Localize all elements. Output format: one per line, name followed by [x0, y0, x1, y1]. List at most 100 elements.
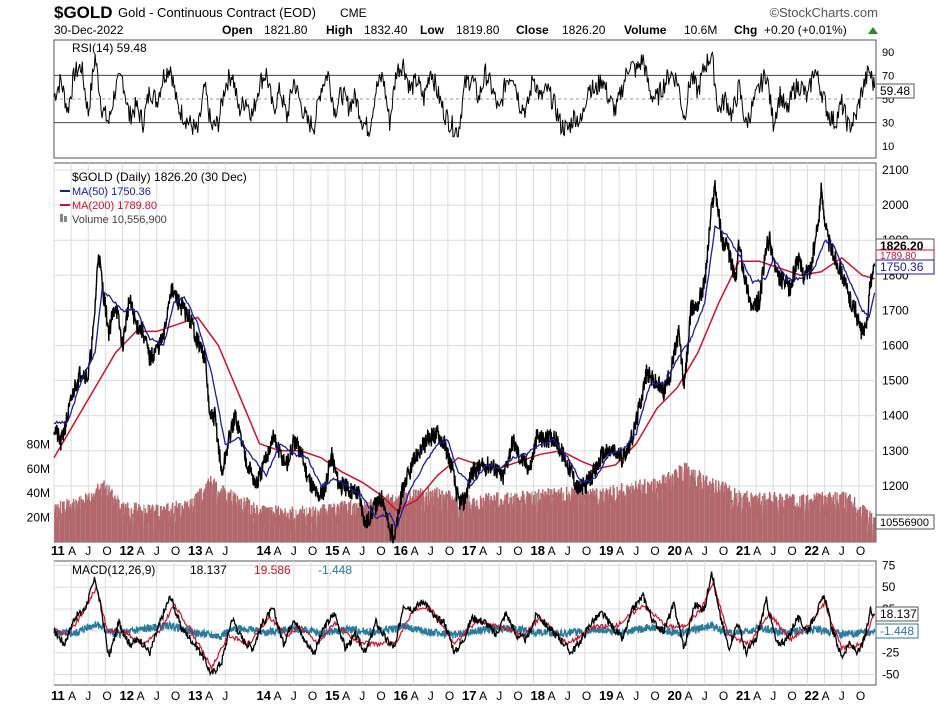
price-x-tick-label: J — [291, 544, 297, 558]
chart-symbol: $GOLD — [54, 3, 113, 22]
chg-label: Chg — [734, 23, 757, 37]
volume-bar — [336, 503, 339, 542]
macd-x-tick-label: O — [650, 689, 659, 703]
up-arrow-icon — [868, 27, 878, 34]
macd-tick-label: 75 — [882, 558, 896, 572]
price-x-tick-label: J — [222, 544, 228, 558]
price-tick-label: 1200 — [882, 479, 909, 493]
rsi-tick-label: 10 — [882, 141, 894, 153]
price-x-tick-label: O — [445, 544, 454, 558]
price-x-tick-label: O — [582, 544, 591, 558]
macd-x-tick-label: J — [633, 689, 639, 703]
price-x-tick-label: A — [616, 544, 624, 558]
price-tick-label: 2000 — [882, 198, 909, 212]
volume-tick-label: 20M — [27, 511, 50, 525]
macd-x-tick-label: J — [565, 689, 571, 703]
macd-x-tick-label: J — [702, 689, 708, 703]
volume-bar — [870, 512, 873, 542]
chg-value: +0.20 (+0.01%) — [764, 23, 847, 37]
macd-value-legend: 18.137 — [190, 563, 227, 577]
price-x-tick-label: 19 — [599, 543, 613, 558]
macd-x-tick-label: 16 — [394, 688, 408, 703]
macd-x-tick-label: 11 — [51, 688, 65, 703]
macd-histogram-line — [53, 620, 876, 641]
price-x-tick-label: A — [274, 544, 282, 558]
macd-x-tick-label: 18 — [531, 688, 545, 703]
ma200-legend: MA(200) 1789.80 — [72, 200, 157, 212]
price-x-tick-label: 17 — [462, 543, 476, 558]
macd-signal-line — [53, 581, 876, 672]
price-x-tick-label: O — [787, 544, 796, 558]
macd-x-tick-label: 22 — [805, 688, 819, 703]
volume-legend: Volume 10,556,900 — [72, 214, 167, 226]
macd-tick-label: -50 — [882, 668, 900, 682]
macd-legend: MACD(12,26,9) — [72, 563, 155, 577]
macd-x-tick-label: O — [171, 689, 180, 703]
price-x-tick-label: J — [428, 544, 434, 558]
macd-x-tick-label: O — [856, 689, 865, 703]
price-line — [53, 180, 876, 544]
stockcharts-brand: ©StockCharts.com — [769, 5, 878, 20]
macd-line — [53, 571, 876, 677]
price-x-tick-label: O — [856, 544, 865, 558]
price-x-tick-label: 21 — [736, 543, 750, 558]
price-x-tick-label: J — [770, 544, 776, 558]
volume-tick-label: 80M — [27, 437, 50, 451]
macd-x-tick-label: J — [359, 689, 365, 703]
volume-tag: 10556900 — [880, 517, 929, 529]
rsi-tick-label: 90 — [882, 47, 894, 59]
macd-x-tick-label: J — [428, 689, 434, 703]
price-x-tick-label: J — [633, 544, 639, 558]
price-x-tick-label: J — [85, 544, 91, 558]
rsi-legend: RSI(14) 59.48 — [72, 41, 147, 55]
volume-bar — [156, 510, 158, 542]
price-x-tick-label: J — [702, 544, 708, 558]
macd-x-tick-label: A — [685, 689, 693, 703]
price-x-tick-label: O — [513, 544, 522, 558]
price-x-tick-label: J — [839, 544, 845, 558]
price-x-axis: 11 A J O 12 A J O 13 A J 14 A J O 15 A J O 16 A J O 17 A J O 18 A J O 1… — [51, 543, 865, 558]
price-x-tick-label: O — [719, 544, 728, 558]
price-x-tick-label: A — [68, 544, 76, 558]
price-x-tick-label: 12 — [120, 543, 134, 558]
volume-tick-label: 60M — [27, 462, 50, 476]
volume-bar — [256, 507, 259, 542]
macd-x-tick-label: 19 — [599, 688, 613, 703]
macd-x-tick-label: A — [137, 689, 145, 703]
high-value: 1832.40 — [364, 23, 408, 37]
volume-bar — [127, 502, 129, 542]
price-x-tick-label: A — [205, 544, 213, 558]
macd-x-tick-label: O — [513, 689, 522, 703]
macd-x-tick-label: A — [274, 689, 282, 703]
rsi-tick-label: 30 — [882, 118, 894, 130]
price-x-tick-label: O — [376, 544, 385, 558]
open-value: 1821.80 — [264, 23, 308, 37]
macd-x-tick-label: J — [770, 689, 776, 703]
price-x-tick-label: 15 — [325, 543, 339, 558]
volume-bar — [263, 506, 265, 542]
chart-description: Gold - Continuous Contract (EOD) — [118, 5, 316, 20]
macd-x-tick-label: O — [102, 689, 111, 703]
ma50-tag: 1750.36 — [880, 260, 924, 274]
price-x-tick-label: O — [308, 544, 317, 558]
macd-x-axis: 11 A J O 12 A J O 13 A J 14 A J O 15 A J O 16 A J O 17 A J O 18 A J O 1… — [51, 688, 865, 703]
macd-x-tick-label: A — [411, 689, 419, 703]
hist-tag: -1.448 — [880, 624, 914, 638]
low-label: Low — [420, 23, 445, 37]
macd-x-tick-label: 12 — [120, 688, 134, 703]
macd-x-tick-label: 21 — [736, 688, 750, 703]
macd-x-tick-label: A — [68, 689, 76, 703]
price-x-tick-label: A — [548, 544, 556, 558]
ma50-legend: MA(50) 1750.36 — [72, 186, 151, 198]
macd-x-tick-label: J — [839, 689, 845, 703]
open-label: Open — [222, 23, 253, 37]
rsi-tick-label: 70 — [882, 70, 894, 82]
macd-x-tick-label: J — [222, 689, 228, 703]
macd-x-tick-label: 15 — [325, 688, 339, 703]
macd-x-tick-label: O — [445, 689, 454, 703]
price-x-tick-label: 11 — [51, 543, 65, 558]
macd-x-tick-label: J — [85, 689, 91, 703]
ma50-line — [53, 224, 876, 529]
